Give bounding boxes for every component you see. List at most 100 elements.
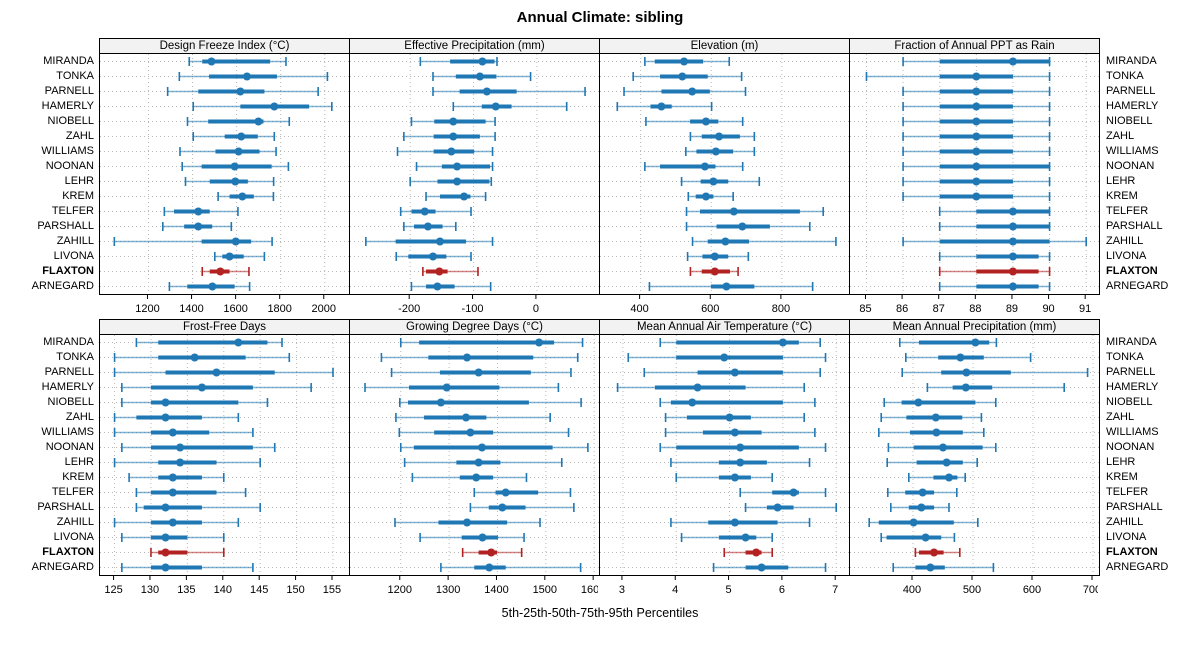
whisker-noonan — [659, 443, 827, 452]
station-label: PARSHALL — [37, 501, 94, 513]
station-label: FLAXTON — [42, 546, 94, 558]
station-label: PARNELL — [44, 85, 94, 97]
whisker-parnell — [623, 87, 747, 96]
whisker-flaxton — [150, 548, 225, 557]
whisker-niobell — [883, 398, 997, 407]
panel-strip-label: Growing Degree Days (°C) — [349, 319, 600, 335]
axis-tick-label: 130 — [141, 584, 159, 596]
whisker-livona — [880, 533, 956, 542]
whisker-williams — [664, 428, 816, 437]
whisker-williams — [113, 428, 254, 437]
whisker-williams — [877, 428, 985, 437]
station-label: ZAHILL — [56, 516, 94, 528]
station-label: TELFER — [51, 205, 94, 217]
panel-1: Effective Precipitation (mm) -200 -100 0 — [349, 38, 600, 319]
axis-tick-label: 1600 — [223, 303, 247, 315]
whisker-hamerly — [452, 102, 568, 111]
whisker-zahill — [365, 237, 494, 246]
whisker-lehr — [902, 177, 1051, 186]
axis-tick-label: 3 — [619, 584, 625, 596]
panel-plot — [349, 335, 600, 576]
whisker-parnell — [166, 87, 319, 96]
station-label: HAMERLY — [41, 381, 94, 393]
axis-tick-label: -200 — [398, 303, 420, 315]
station-label: MIRANDA — [43, 55, 94, 67]
station-label: HAMERLY — [41, 100, 94, 112]
station-label: NIOBELL — [47, 115, 94, 127]
whisker-parnell — [901, 368, 1089, 377]
station-label: WILLIAMS — [1106, 426, 1159, 438]
whisker-lehr — [409, 177, 493, 186]
station-label: NOONAN — [45, 441, 94, 453]
station-labels-right: MIRANDA TONKA PARNELL HAMERLY NIOBELL ZAHL WIL… — [1100, 38, 1200, 294]
station-label: LEHR — [64, 175, 94, 187]
whisker-tonka — [632, 72, 743, 81]
whisker-krem — [217, 192, 275, 201]
station-label: TELFER — [1106, 486, 1149, 498]
whisker-parshall — [889, 503, 950, 512]
panel-strip-label: Mean Annual Precipitation (mm) — [849, 319, 1100, 335]
whisker-hamerly — [926, 383, 1065, 392]
station-label: TONKA — [1106, 70, 1144, 82]
axis-tick-label: 125 — [104, 584, 122, 596]
station-label: NOONAN — [1106, 441, 1155, 453]
station-label: MIRANDA — [43, 336, 94, 348]
percentile-caption: 5th-25th-50th-75th-95th Percentiles — [501, 606, 699, 620]
whisker-zahl — [902, 132, 1051, 141]
station-label: PARSHALL — [1106, 220, 1163, 232]
panel-row-bottom: MIRANDA TONKA PARNELL HAMERLY NIOBELL ZAHL WIL… — [0, 319, 1200, 600]
station-label: KREM — [62, 190, 94, 202]
whisker-noonan — [399, 443, 589, 452]
whisker-williams — [398, 428, 570, 437]
whisker-noonan — [887, 443, 997, 452]
station-label: FLAXTON — [1106, 265, 1158, 277]
whisker-hamerly — [121, 383, 312, 392]
whisker-zahill — [394, 518, 541, 527]
panel-plot — [849, 335, 1100, 576]
whisker-zahill — [691, 237, 837, 246]
axis-tick-label: 500 — [963, 584, 981, 596]
whisker-miranda — [644, 57, 731, 66]
chart-title: Annual Climate: sibling — [516, 9, 684, 26]
whisker-miranda — [135, 338, 283, 347]
axis-tick-label: 85 — [859, 303, 871, 315]
whisker-hamerly — [616, 383, 806, 392]
whisker-lehr — [113, 458, 261, 467]
whisker-telfer — [886, 488, 958, 497]
whisker-parshall — [685, 222, 811, 231]
station-label: ARNEGARD — [31, 280, 94, 292]
whisker-zahill — [113, 518, 240, 527]
station-label: LIVONA — [1106, 250, 1147, 262]
whisker-parshall — [162, 222, 233, 231]
panel-strip-label: Design Freeze Index (°C) — [99, 38, 350, 54]
axis-tick-label: 7 — [832, 584, 838, 596]
whisker-livona — [680, 533, 774, 542]
whisker-arnegard — [168, 282, 251, 291]
whisker-arnegard — [648, 282, 814, 291]
whisker-parnell — [902, 87, 1051, 96]
whisker-niobell — [121, 398, 269, 407]
panel-plot — [849, 54, 1100, 295]
whisker-parshall — [744, 503, 838, 512]
station-label: WILLIAMS — [41, 145, 94, 157]
station-labels-left: MIRANDA TONKA PARNELL HAMERLY NIOBELL ZAHL WIL… — [0, 319, 100, 575]
panel-plot — [99, 54, 350, 295]
station-label: TELFER — [1106, 205, 1149, 217]
whisker-niobell — [410, 117, 496, 126]
axis-tick-label: 86 — [896, 303, 908, 315]
whisker-arnegard — [410, 282, 492, 291]
axis-tick-label: 0 — [533, 303, 539, 315]
station-label: NIOBELL — [1106, 396, 1153, 408]
whisker-miranda — [188, 57, 287, 66]
whisker-lehr — [680, 177, 761, 186]
whisker-miranda — [419, 57, 498, 66]
panel-strip-label: Elevation (m) — [599, 38, 850, 54]
station-label: ZAHL — [65, 411, 94, 423]
axis-tick-label: 1400 — [484, 584, 508, 596]
panel-7: Mean Annual Precipitation (mm) 400 500 600 7… — [849, 319, 1100, 600]
whisker-zahill — [868, 518, 979, 527]
whisker-tonka — [627, 353, 827, 362]
station-label: ZAHILL — [56, 235, 94, 247]
axis-tick-label: 5 — [726, 584, 732, 596]
